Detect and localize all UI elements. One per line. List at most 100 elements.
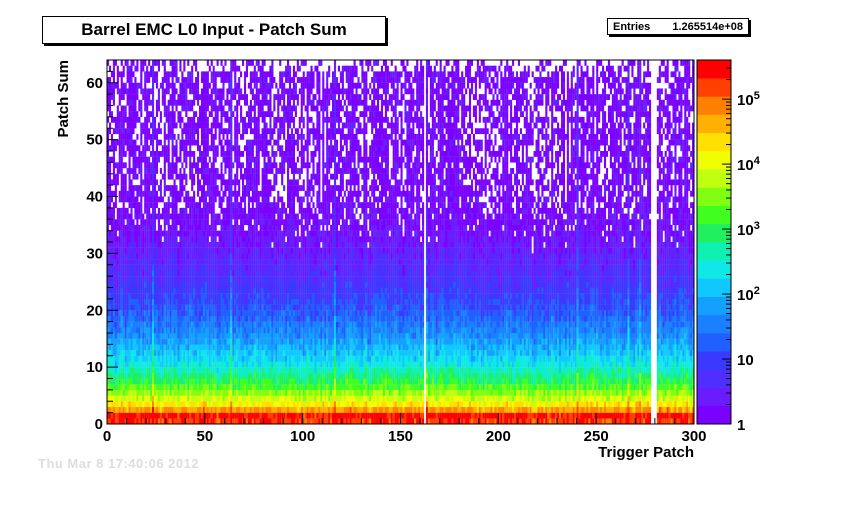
heatmap-cell <box>126 333 129 339</box>
heatmap-cell <box>236 65 239 72</box>
heatmap-cell <box>238 310 241 317</box>
heatmap-cell <box>216 418 219 425</box>
heatmap-cell <box>212 418 215 425</box>
heatmap-cell <box>224 247 227 254</box>
heatmap-cell <box>277 105 280 112</box>
heatmap-cell <box>144 219 147 226</box>
heatmap-cell <box>163 378 166 385</box>
heatmap-cell <box>222 224 225 231</box>
heatmap-cell <box>275 293 278 300</box>
heatmap-cell <box>120 133 123 140</box>
heatmap-cell <box>226 99 229 106</box>
heatmap-cell <box>169 361 172 368</box>
heatmap-cell <box>197 139 200 146</box>
heatmap-cell <box>202 207 205 214</box>
heatmap-cell <box>271 395 274 402</box>
heatmap-cell <box>232 344 235 351</box>
heatmap-cell <box>177 418 180 425</box>
heatmap-cell <box>134 333 137 339</box>
heatmap-cell <box>140 315 143 322</box>
heatmap-cell <box>242 281 245 288</box>
heatmap-cell <box>181 213 184 220</box>
heatmap-cell <box>212 338 215 345</box>
heatmap-cell <box>128 99 131 106</box>
heatmap-cell <box>118 276 121 282</box>
heatmap-cell <box>138 315 141 322</box>
heatmap-cell <box>181 94 184 100</box>
heatmap-cell <box>187 372 190 379</box>
heatmap-cell <box>138 185 141 191</box>
heatmap-cell <box>108 344 112 351</box>
heatmap-cell <box>249 116 252 123</box>
heatmap-cell <box>230 259 233 265</box>
heatmap-cell <box>153 60 157 66</box>
heatmap-cell <box>124 412 127 419</box>
heatmap-cell <box>134 418 137 425</box>
heatmap-cell <box>238 128 241 135</box>
heatmap-cell <box>228 401 231 408</box>
heatmap-cell <box>243 128 247 135</box>
heatmap-cell <box>265 185 268 191</box>
heatmap-cell <box>259 389 262 396</box>
heatmap-cell <box>277 242 280 248</box>
heatmap-cell <box>153 333 157 339</box>
heatmap-cell <box>224 185 227 191</box>
heatmap-cell <box>200 270 204 277</box>
heatmap-cell <box>202 111 205 118</box>
heatmap-cell <box>138 213 141 220</box>
heatmap-cell <box>181 367 184 373</box>
heatmap-cell <box>212 310 215 317</box>
heatmap-cell <box>159 395 162 402</box>
heatmap-cell <box>191 202 194 209</box>
heatmap-cell <box>159 412 162 419</box>
heatmap-cell <box>122 344 125 351</box>
heatmap-cell <box>267 88 270 95</box>
heatmap-cell <box>243 230 247 237</box>
heatmap-cell <box>153 327 157 334</box>
heatmap-cell <box>197 418 200 425</box>
heatmap-cell <box>142 389 145 396</box>
heatmap-cell <box>193 315 196 322</box>
heatmap-cell <box>200 162 204 169</box>
heatmap-cell <box>189 77 192 83</box>
heatmap-cell <box>195 401 198 408</box>
heatmap-cell <box>146 259 149 265</box>
heatmap-cell <box>198 213 202 220</box>
heatmap-cell <box>110 384 114 391</box>
heatmap-cell <box>243 116 247 123</box>
heatmap-cell <box>210 350 213 356</box>
heatmap-cell <box>255 82 258 89</box>
heatmap-cell <box>118 259 121 265</box>
heatmap-cell <box>107 378 110 385</box>
heatmap-cell <box>110 219 114 226</box>
heatmap-cell <box>247 355 250 362</box>
heatmap-cell <box>128 242 131 248</box>
heatmap-cell <box>247 213 250 220</box>
heatmap-cell <box>116 350 119 356</box>
heatmap-cell <box>271 333 274 339</box>
heatmap-cell <box>279 213 282 220</box>
heatmap-cell <box>157 350 160 356</box>
heatmap-cell <box>230 133 233 140</box>
heatmap-cell <box>253 82 256 89</box>
heatmap-cell <box>261 236 264 243</box>
heatmap-cell <box>206 372 209 379</box>
heatmap-cell <box>238 287 241 294</box>
heatmap-cell <box>126 293 129 300</box>
heatmap-cell <box>232 202 235 209</box>
heatmap-cell <box>281 406 284 413</box>
heatmap-cell <box>226 401 229 408</box>
heatmap-cell <box>236 315 239 322</box>
heatmap-cell <box>169 230 172 237</box>
heatmap-cell <box>185 406 188 413</box>
heatmap-cell <box>167 156 170 163</box>
heatmap-cell <box>236 344 239 351</box>
heatmap-cell <box>212 304 215 311</box>
heatmap-cell <box>228 190 231 197</box>
heatmap-cell <box>175 361 178 368</box>
heatmap-cell <box>259 310 262 317</box>
heatmap-cell <box>222 247 225 254</box>
heatmap-cell <box>242 389 245 396</box>
heatmap-cell <box>257 156 260 163</box>
heatmap-cell <box>179 185 182 191</box>
